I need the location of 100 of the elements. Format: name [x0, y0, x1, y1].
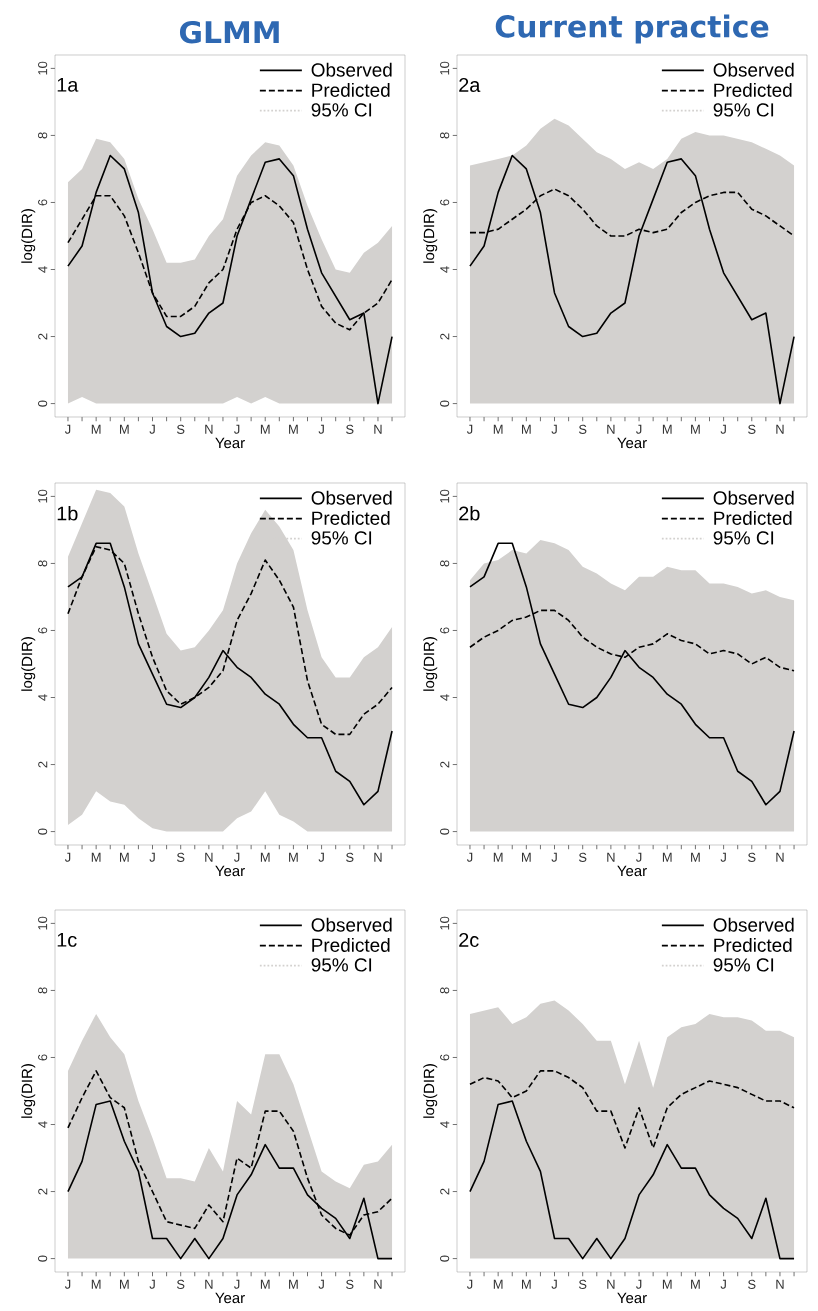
x-tick-label: N [374, 424, 382, 434]
x-tick-label: J [636, 424, 642, 434]
x-tick-label: S [578, 852, 587, 862]
legend-label: Predicted [312, 510, 390, 525]
y-tick-label: 10 [38, 61, 48, 75]
x-tick-label: M [493, 424, 503, 434]
x-tick-label: M [119, 852, 129, 862]
x-tick-label: N [205, 424, 213, 434]
x-tick-label: M [522, 424, 531, 434]
x-tick-label: N [205, 852, 213, 862]
annotation: 2b [459, 505, 480, 521]
y-axis-title: log(DIR) [423, 1064, 438, 1118]
x-tick-label: M [91, 424, 101, 434]
x-tick-label: S [176, 424, 185, 434]
x-tick-label: J [636, 852, 642, 862]
x-tick-label: M [260, 424, 270, 434]
y-tick-label: 4 [440, 266, 450, 273]
x-tick-label: S [176, 1279, 185, 1289]
y-tick-label: 4 [440, 694, 450, 701]
y-tick-label: 4 [38, 266, 48, 273]
x-tick-label: J [234, 1279, 240, 1289]
x-tick-label: J [636, 1279, 642, 1289]
x-tick-label: M [662, 424, 672, 434]
legend-label: Observed [713, 917, 794, 932]
x-tick-label: S [748, 1279, 756, 1289]
x-tick-label: M [691, 852, 700, 862]
legend-label: 95% CI [713, 103, 774, 117]
x-tick-label: J [466, 852, 473, 862]
y-tick-label: 8 [38, 560, 48, 567]
legend-label: 95% CI [311, 958, 372, 972]
y-tick-label: 2 [440, 1188, 450, 1195]
x-tick-label: J [551, 852, 557, 862]
y-tick-label: 2 [440, 761, 450, 768]
x-tick-label: J [234, 424, 240, 434]
x-tick-label: M [522, 852, 531, 862]
y-tick-label: 4 [38, 694, 48, 701]
legend-label: Observed [311, 490, 392, 505]
y-tick-label: 6 [440, 627, 450, 634]
x-tick-label: M [289, 424, 298, 434]
x-axis-title: Year [215, 865, 245, 877]
legend-label: Observed [713, 490, 794, 505]
x-tick-label: M [119, 424, 129, 434]
y-tick-label: 0 [440, 400, 450, 407]
legend-label: Observed [311, 62, 392, 77]
x-tick-label: J [466, 1279, 473, 1289]
y-tick-label: 8 [440, 987, 450, 994]
x-tick-label: M [493, 1279, 503, 1289]
x-tick-label: M [691, 424, 700, 434]
y-tick-label: 8 [38, 132, 48, 139]
y-tick-label: 4 [38, 1121, 48, 1128]
x-tick-label: J [318, 1279, 324, 1289]
x-tick-label: S [346, 852, 354, 862]
legend-label: Predicted [714, 510, 792, 525]
x-tick-label: S [346, 1279, 354, 1289]
legend-label: Predicted [714, 937, 792, 952]
x-tick-label: M [522, 1279, 531, 1289]
x-axis-title: Year [617, 437, 647, 449]
annotation: 1a [57, 77, 79, 92]
chart-title: GLMM [179, 20, 279, 44]
y-tick-label: 10 [38, 916, 48, 930]
legend-label: 95% CI [311, 103, 372, 117]
x-tick-label: N [374, 1279, 382, 1289]
y-tick-label: 8 [440, 560, 450, 567]
x-tick-label: J [720, 1279, 726, 1289]
x-tick-label: N [374, 852, 382, 862]
x-tick-label: J [318, 852, 324, 862]
x-tick-label: M [691, 1279, 700, 1289]
x-tick-label: S [748, 424, 756, 434]
x-tick-label: J [720, 852, 726, 862]
legend-label: 95% CI [713, 958, 774, 972]
x-tick-label: M [493, 852, 503, 862]
x-tick-label: S [346, 424, 354, 434]
x-tick-label: N [205, 1279, 213, 1289]
x-tick-label: M [260, 1279, 270, 1289]
annotation: 1b [57, 505, 78, 521]
y-axis-title: log(DIR) [423, 209, 438, 263]
x-axis-title: Year [617, 865, 647, 877]
x-tick-label: N [776, 424, 784, 434]
x-tick-label: M [662, 852, 672, 862]
y-tick-label: 6 [440, 1054, 450, 1061]
x-tick-label: J [64, 852, 71, 862]
y-tick-label: 6 [38, 627, 48, 634]
x-tick-label: J [318, 424, 324, 434]
legend-label: Observed [713, 62, 794, 77]
x-tick-label: N [607, 1279, 615, 1289]
y-axis-title: log(DIR) [21, 209, 36, 263]
y-tick-label: 10 [440, 489, 450, 503]
x-tick-label: J [234, 852, 240, 862]
x-tick-label: M [662, 1279, 672, 1289]
legend-label: Predicted [312, 937, 390, 952]
y-tick-label: 0 [440, 1255, 450, 1262]
y-tick-label: 0 [38, 1255, 48, 1262]
legend-label: Predicted [714, 82, 792, 97]
x-axis-title: Year [617, 1292, 647, 1304]
y-tick-label: 2 [440, 333, 450, 340]
y-tick-label: 0 [440, 828, 450, 835]
legend-label: Predicted [312, 82, 390, 97]
y-tick-label: 2 [38, 761, 48, 768]
y-tick-label: 6 [38, 1054, 48, 1061]
y-tick-label: 10 [38, 489, 48, 503]
